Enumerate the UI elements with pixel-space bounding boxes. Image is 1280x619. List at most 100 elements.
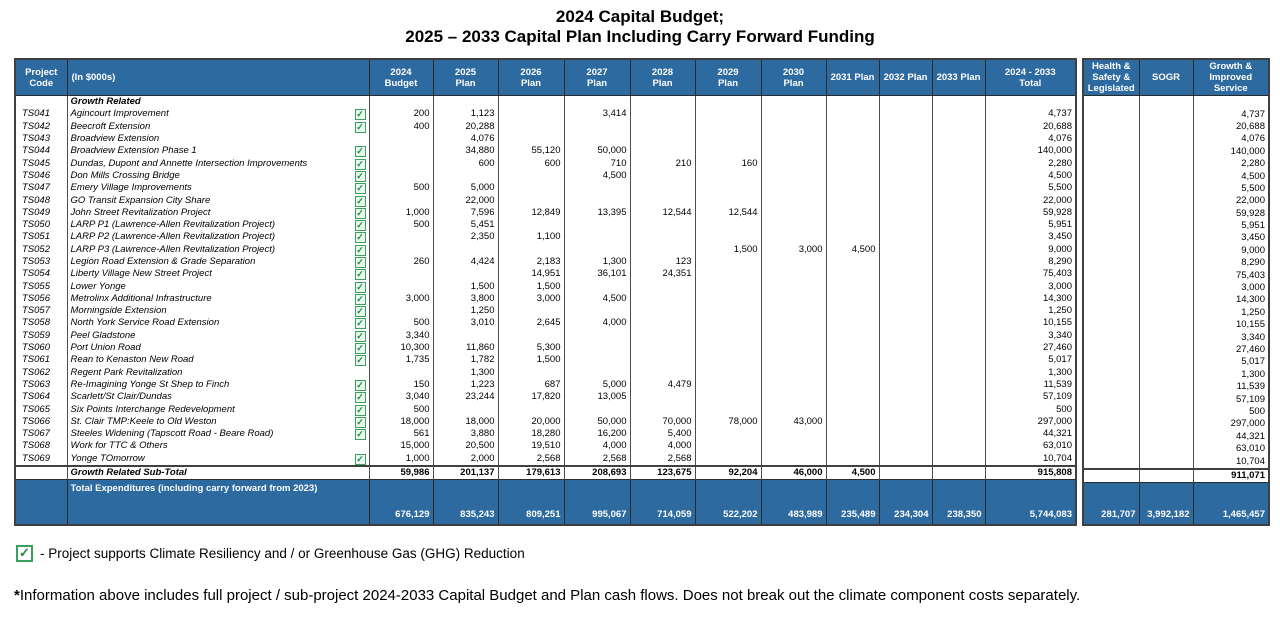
value-cell: 1,223	[432, 378, 499, 392]
climate-check-icon: ✓	[354, 318, 366, 330]
value-cell: 10,704	[984, 452, 1077, 466]
value-cell	[563, 218, 631, 232]
value-cell	[878, 317, 933, 330]
hs-cell	[1082, 120, 1140, 134]
value-cell: 400	[368, 120, 434, 133]
value-cell	[760, 182, 827, 195]
value-cell: 123	[629, 255, 696, 269]
hs-cell	[1082, 195, 1140, 208]
value-cell	[825, 341, 880, 355]
value-cell: 4,076	[984, 132, 1077, 146]
project-code-cell: TS044	[14, 145, 68, 158]
column-header: Growth & Improved Service	[1192, 58, 1270, 96]
section-row: Growth Related	[14, 95, 1077, 109]
value-cell: 11,539	[984, 378, 1077, 392]
value-cell: 1,100	[497, 231, 565, 244]
value-cell: 92,204	[694, 464, 762, 480]
project-code-cell: TS056	[14, 292, 68, 306]
climate-check-icon: ✓	[354, 257, 366, 268]
value-cell	[825, 378, 880, 392]
project-name-cell: ✓ John Street Revitalization Project	[66, 206, 370, 219]
value-cell: 50,000	[563, 145, 631, 158]
value-cell	[931, 268, 986, 281]
value-cell: 46,000	[760, 464, 827, 480]
sogr-cell	[1138, 120, 1194, 134]
growth-cell: 911,071	[1192, 467, 1270, 483]
value-cell	[694, 366, 762, 379]
project-code-cell: TS069	[14, 452, 68, 466]
total-value-cell: 714,059	[629, 479, 696, 526]
column-header: 2024 - 2033 Total	[984, 58, 1077, 96]
value-cell	[825, 169, 880, 183]
total-value-cell: 835,243	[432, 479, 499, 526]
value-cell	[497, 108, 565, 121]
project-row: TS061 ✓ Rean to Kenaston New Road 1,735 1,78…	[14, 354, 1077, 367]
value-cell	[878, 452, 933, 466]
value-cell	[878, 182, 933, 195]
value-cell: 12,544	[694, 206, 762, 219]
project-name-cell: ✓ Legion Road Extension & Grade Separatio…	[66, 255, 370, 269]
value-cell: 5,017	[984, 354, 1077, 367]
category-totals-table: Health & Safety & Legislated SOGR Growth &…	[1082, 58, 1270, 527]
climate-check-icon: ✓	[354, 146, 366, 158]
hs-cell	[1082, 442, 1140, 456]
value-cell	[878, 169, 933, 183]
growth-cell: 3,340	[1192, 331, 1270, 344]
sogr-cell	[1138, 319, 1194, 332]
value-cell	[694, 354, 762, 367]
climate-check-icon: ✓	[354, 109, 366, 121]
value-cell	[878, 243, 933, 256]
value-cell	[931, 415, 986, 429]
column-header: 2029 Plan	[694, 58, 762, 96]
value-cell	[825, 95, 880, 109]
project-name-cell: ✓ Steeles Widening (Tapscott Road - Beare…	[66, 428, 370, 441]
value-cell	[629, 95, 696, 109]
value-cell	[629, 317, 696, 330]
sogr-cell	[1138, 257, 1194, 270]
hs-cell	[1082, 467, 1140, 483]
total-growth-cell: 1,465,457	[1192, 482, 1270, 526]
value-cell: 1,500	[497, 354, 565, 367]
value-cell	[497, 182, 565, 195]
value-cell	[497, 366, 565, 379]
value-cell: 34,880	[432, 145, 499, 158]
value-cell	[825, 120, 880, 133]
value-cell	[878, 341, 933, 355]
value-cell	[563, 243, 631, 256]
growth-cell: 27,460	[1192, 343, 1270, 357]
sogr-cell	[1138, 145, 1194, 158]
value-cell: 2,350	[432, 231, 499, 244]
project-row: TS065 ✓ Six Points Interchange Redevelopme…	[14, 403, 1077, 416]
value-cell	[368, 145, 434, 158]
value-cell: 4,500	[984, 169, 1077, 183]
value-cell: 4,737	[984, 108, 1077, 121]
project-side-row: 20,688	[1082, 120, 1270, 134]
project-name-cell: ✓ LARP P1 (Lawrence-Allen Revitalization …	[66, 218, 370, 232]
sogr-cell	[1138, 356, 1194, 369]
value-cell	[878, 206, 933, 219]
value-cell	[878, 292, 933, 306]
value-cell	[931, 329, 986, 342]
value-cell	[931, 145, 986, 158]
column-header: 2024 Budget	[368, 58, 434, 96]
value-cell	[760, 268, 827, 281]
climate-check-icon: ✓	[354, 343, 366, 355]
value-cell	[825, 280, 880, 293]
project-side-row: 22,000	[1082, 195, 1270, 208]
value-cell	[878, 231, 933, 244]
value-cell	[878, 415, 933, 429]
value-cell	[563, 120, 631, 133]
project-row: TS051 ✓ LARP P2 (Lawrence-Allen Revitaliza…	[14, 231, 1077, 244]
value-cell	[497, 403, 565, 416]
value-cell	[694, 169, 762, 183]
project-code-cell: TS050	[14, 218, 68, 232]
value-cell	[878, 354, 933, 367]
project-code-cell: TS053	[14, 255, 68, 269]
value-cell: 1,000	[368, 452, 434, 466]
project-row: TS066 ✓ St. Clair TMP:Keele to Old Weston 1…	[14, 415, 1077, 429]
value-cell	[497, 218, 565, 232]
value-cell	[629, 169, 696, 183]
value-cell	[497, 169, 565, 183]
subtotal-side-row: 911,071	[1082, 467, 1270, 483]
project-code-cell: TS059	[14, 329, 68, 342]
